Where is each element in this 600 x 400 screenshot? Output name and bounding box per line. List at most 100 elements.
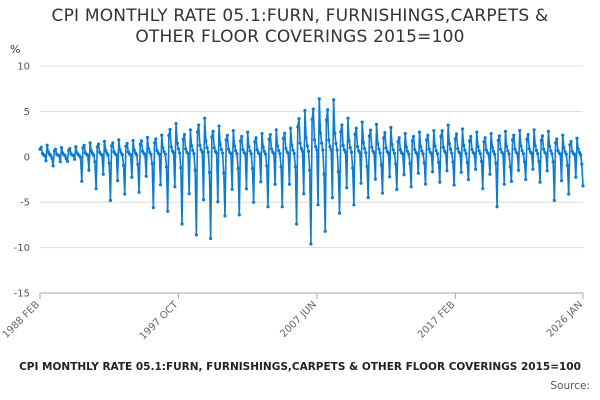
data-point[interactable]: [45, 143, 49, 147]
data-point[interactable]: [191, 148, 195, 153]
data-point[interactable]: [358, 151, 362, 155]
data-point[interactable]: [488, 172, 492, 176]
data-point[interactable]: [478, 152, 482, 156]
data-point[interactable]: [115, 179, 120, 183]
data-point[interactable]: [59, 145, 64, 150]
data-point[interactable]: [448, 147, 453, 151]
data-point[interactable]: [176, 147, 181, 151]
data-point[interactable]: [445, 169, 449, 173]
data-point[interactable]: [407, 152, 411, 156]
data-point[interactable]: [163, 152, 167, 156]
data-point[interactable]: [410, 139, 414, 143]
data-point[interactable]: [263, 152, 268, 156]
data-point[interactable]: [131, 138, 135, 143]
data-point[interactable]: [106, 153, 110, 157]
data-point[interactable]: [544, 152, 548, 156]
data-point[interactable]: [63, 154, 67, 158]
data-point[interactable]: [152, 141, 157, 145]
data-point[interactable]: [441, 145, 445, 150]
data-point[interactable]: [465, 160, 469, 165]
data-point[interactable]: [581, 184, 585, 188]
data-point[interactable]: [114, 153, 118, 157]
data-point[interactable]: [469, 134, 473, 139]
data-point[interactable]: [561, 133, 565, 137]
data-point[interactable]: [562, 146, 566, 150]
data-point[interactable]: [432, 128, 436, 133]
data-point[interactable]: [359, 181, 363, 185]
data-point[interactable]: [311, 107, 315, 111]
data-point[interactable]: [267, 137, 271, 141]
data-point[interactable]: [439, 134, 443, 138]
data-point[interactable]: [347, 139, 351, 143]
data-point[interactable]: [274, 128, 278, 132]
data-point[interactable]: [346, 116, 350, 120]
data-point[interactable]: [473, 167, 478, 171]
data-point[interactable]: [320, 141, 324, 145]
data-point[interactable]: [333, 131, 337, 135]
data-point[interactable]: [490, 145, 494, 149]
data-point[interactable]: [353, 132, 357, 136]
data-point[interactable]: [366, 196, 370, 200]
data-point[interactable]: [248, 149, 252, 153]
data-point[interactable]: [309, 242, 313, 246]
data-point[interactable]: [431, 170, 435, 174]
data-point[interactable]: [138, 142, 142, 146]
data-point[interactable]: [269, 147, 274, 151]
data-point[interactable]: [576, 147, 580, 151]
data-point[interactable]: [532, 128, 536, 132]
data-point[interactable]: [175, 141, 179, 145]
data-point[interactable]: [322, 172, 326, 176]
data-point[interactable]: [527, 147, 531, 151]
data-point[interactable]: [100, 153, 104, 157]
data-point[interactable]: [297, 117, 301, 121]
data-point[interactable]: [250, 166, 255, 171]
data-point[interactable]: [92, 153, 96, 157]
data-point[interactable]: [382, 136, 386, 140]
data-point[interactable]: [398, 148, 403, 152]
data-point[interactable]: [215, 151, 219, 155]
data-point[interactable]: [321, 148, 325, 152]
data-point[interactable]: [538, 180, 542, 184]
data-point[interactable]: [164, 165, 169, 169]
data-point[interactable]: [305, 144, 309, 148]
data-point[interactable]: [218, 142, 222, 146]
data-point[interactable]: [200, 150, 204, 154]
data-point[interactable]: [275, 144, 280, 148]
data-point[interactable]: [413, 147, 417, 152]
data-point[interactable]: [512, 133, 516, 137]
data-point[interactable]: [394, 162, 398, 166]
data-point[interactable]: [348, 146, 352, 150]
data-point[interactable]: [495, 205, 499, 209]
data-point[interactable]: [286, 151, 290, 156]
data-point[interactable]: [408, 161, 412, 165]
data-point[interactable]: [95, 145, 99, 149]
data-point[interactable]: [389, 125, 393, 130]
data-point[interactable]: [179, 166, 183, 170]
data-point[interactable]: [459, 170, 463, 174]
data-point[interactable]: [139, 139, 144, 143]
data-point[interactable]: [472, 152, 476, 156]
data-point[interactable]: [306, 149, 311, 153]
data-point[interactable]: [537, 159, 541, 163]
data-point[interactable]: [552, 198, 556, 202]
data-point[interactable]: [43, 153, 47, 158]
data-point[interactable]: [569, 139, 573, 144]
data-point[interactable]: [550, 152, 554, 156]
data-point[interactable]: [222, 171, 226, 175]
data-point[interactable]: [579, 153, 583, 157]
data-point[interactable]: [149, 152, 153, 157]
data-point[interactable]: [331, 98, 336, 102]
data-point[interactable]: [397, 136, 401, 140]
data-point[interactable]: [574, 175, 578, 179]
data-point[interactable]: [426, 133, 430, 137]
data-point[interactable]: [120, 153, 124, 157]
data-point[interactable]: [563, 150, 567, 154]
data-point[interactable]: [360, 120, 364, 124]
data-point[interactable]: [121, 163, 126, 168]
data-point[interactable]: [363, 147, 367, 151]
data-point[interactable]: [261, 145, 265, 149]
data-point[interactable]: [555, 137, 559, 141]
data-point[interactable]: [516, 168, 521, 172]
data-point[interactable]: [173, 185, 177, 189]
data-point[interactable]: [246, 130, 250, 134]
